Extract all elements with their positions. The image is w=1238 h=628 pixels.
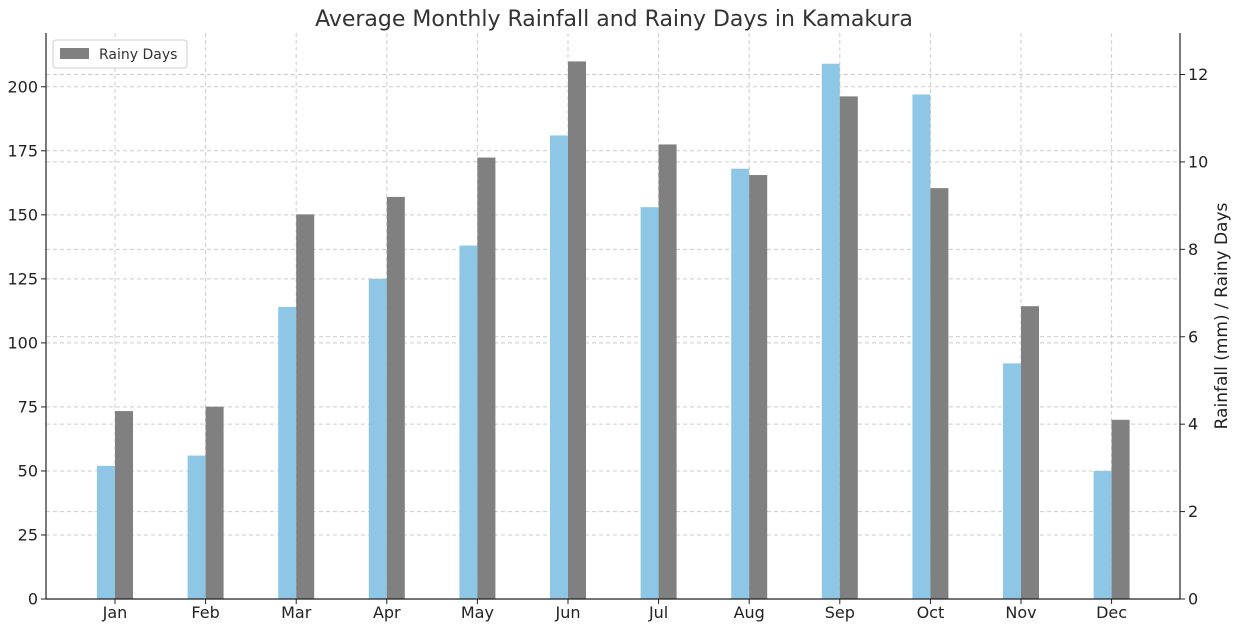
x-tick-label: Dec bbox=[1096, 603, 1127, 622]
bar-rainfall bbox=[821, 63, 840, 599]
x-tick-label: Feb bbox=[191, 603, 219, 622]
bar-rainy-days bbox=[205, 406, 224, 599]
x-tick-label: Oct bbox=[917, 603, 945, 622]
y-left-tick-label: 25 bbox=[18, 525, 38, 544]
y-right-tick-label: 2 bbox=[1188, 502, 1198, 521]
x-tick-label: Mar bbox=[281, 603, 312, 622]
y-left-tick-label: 75 bbox=[18, 397, 38, 416]
bar-rainfall bbox=[278, 307, 297, 599]
bars bbox=[97, 61, 1130, 600]
x-tick-label: Nov bbox=[1005, 603, 1036, 622]
x-tick-label: Jul bbox=[648, 603, 668, 622]
bar-rainy-days bbox=[1021, 306, 1039, 599]
bar-rainfall bbox=[912, 94, 931, 599]
chart-title: Average Monthly Rainfall and Rainy Days … bbox=[315, 7, 913, 32]
y-left-tick-label: 50 bbox=[18, 461, 38, 480]
bar-rainy-days bbox=[930, 188, 949, 599]
x-tick-label: Jun bbox=[555, 603, 581, 622]
y-right-tick-label: 6 bbox=[1188, 327, 1198, 346]
bar-rainy-days bbox=[115, 411, 133, 599]
bar-rainy-days bbox=[839, 96, 858, 600]
bar-rainy-days bbox=[658, 144, 677, 600]
y-left-tick-label: 150 bbox=[7, 205, 38, 224]
y-right-tick-label: 8 bbox=[1188, 240, 1198, 259]
legend-box bbox=[52, 39, 188, 69]
y-left-tick-label: 0 bbox=[28, 590, 38, 609]
y-right-tick-label: 0 bbox=[1188, 590, 1198, 609]
legend-swatch-rainy-days bbox=[60, 48, 89, 59]
bar-rainy-days bbox=[568, 61, 586, 600]
y-right-tick-label: 12 bbox=[1188, 65, 1208, 84]
bar-rainy-days bbox=[477, 157, 496, 599]
x-tick-label: Sep bbox=[825, 603, 855, 622]
bar-rainfall bbox=[97, 465, 115, 599]
bar-rainy-days bbox=[386, 196, 405, 600]
bar-rainfall bbox=[187, 455, 206, 599]
x-tick-label: May bbox=[461, 603, 494, 622]
ticks: 0 25 50 75 100 125 150 175 200 0 2 4 6 8 10 12 Jan Feb Mar… bbox=[7, 65, 1208, 622]
bar-rainfall bbox=[550, 135, 568, 600]
x-tick-label: Apr bbox=[373, 603, 401, 622]
bar-rainfall bbox=[640, 207, 659, 599]
y-left-tick-label: 175 bbox=[7, 141, 38, 160]
y-axis-right-label: Rainfall (mm) / Rainy Days bbox=[1212, 202, 1232, 429]
legend-label-rainy-days: Rainy Days bbox=[99, 47, 177, 63]
bar-rainfall bbox=[1003, 363, 1021, 599]
bar-rainfall bbox=[1093, 470, 1112, 599]
y-left-tick-label: 125 bbox=[7, 269, 38, 288]
axes bbox=[45, 33, 1181, 600]
y-left-tick-label: 100 bbox=[7, 333, 38, 352]
x-tick-label: Jan bbox=[102, 603, 128, 622]
bar-rainy-days bbox=[296, 214, 315, 599]
bar-rainy-days bbox=[1111, 419, 1130, 599]
x-tick-label: Aug bbox=[734, 603, 765, 622]
y-left-tick-label: 200 bbox=[7, 77, 38, 96]
bar-rainfall bbox=[731, 168, 750, 600]
bar-rainy-days bbox=[749, 175, 768, 599]
bar-rainfall bbox=[459, 245, 478, 599]
legend: Rainy Days bbox=[52, 39, 188, 69]
y-right-tick-label: 10 bbox=[1188, 152, 1208, 171]
bar-rainfall bbox=[368, 278, 387, 599]
y-right-tick-label: 4 bbox=[1188, 415, 1198, 434]
